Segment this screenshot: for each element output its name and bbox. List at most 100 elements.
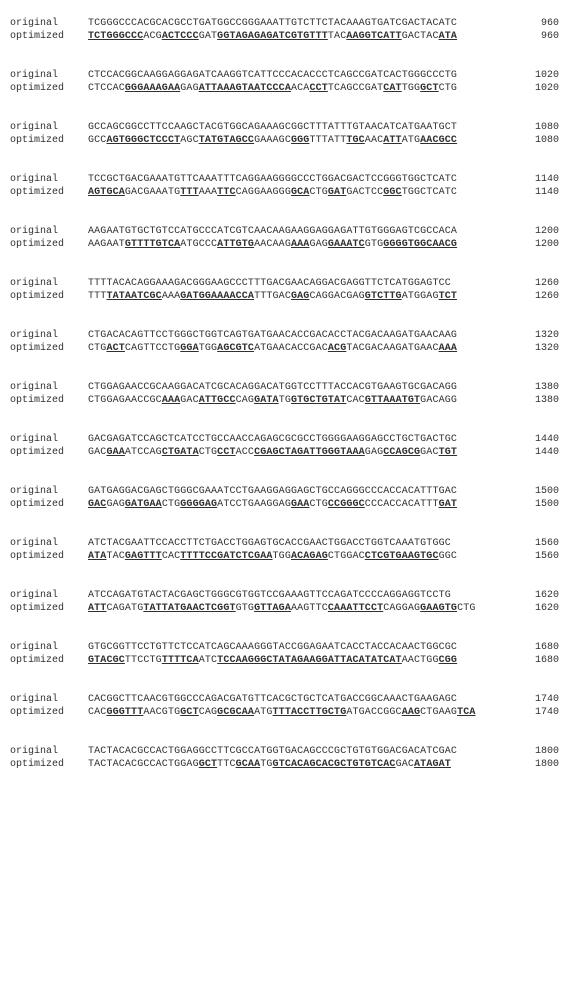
optimized-sequence: CACGGGTTTAACGTGGCTCAGGCGCAAATGTTTACCTTGC… — [88, 707, 478, 718]
diff-segment: CGG — [439, 655, 457, 666]
sequence-block: originalTACTACACGCCACTGGAGGCCTTCGCCATGGT… — [10, 746, 559, 770]
diff-segment: AGTGGGCTCCCT — [106, 135, 180, 146]
row-label-original: original — [10, 382, 88, 393]
same-segment: ATGAACACCGAC — [254, 343, 328, 354]
diff-segment: GCT — [199, 759, 217, 770]
row-label-original: original — [10, 486, 88, 497]
original-sequence: TCGGGCCCACGCACGCCTGATGGCCGGGAAATTGTCTTCT… — [88, 18, 478, 29]
diff-segment: CTCGTGAAGTGC — [365, 551, 439, 562]
same-segment: ATC — [199, 655, 217, 666]
optimized-sequence: GACGAGGATGAACTGGGGGAGATCCTGAAGGAGGAACTGC… — [88, 499, 478, 510]
same-segment: GACTAC — [402, 31, 439, 42]
row-label-optimized: optimized — [10, 655, 88, 666]
diff-segment: AAG — [402, 707, 420, 718]
diff-segment: ATTGCC — [199, 395, 236, 406]
same-segment: CAC — [346, 395, 364, 406]
diff-segment: TTTTCCGATCTCGAA — [180, 551, 272, 562]
position-number: 1380 — [478, 382, 559, 393]
original-row: originalAAGAATGTGCTGTCCATGCCCATCGTCAACAA… — [10, 226, 559, 237]
optimized-sequence: GACGAAATCCAGCTGATACTGCCTACCCGAGCTAGATTGG… — [88, 447, 478, 458]
position-number: 1200 — [478, 239, 559, 250]
same-segment: ATG — [402, 135, 420, 146]
row-label-optimized: optimized — [10, 31, 88, 42]
same-segment: TAC — [328, 31, 346, 42]
position-number: 1560 — [478, 538, 559, 549]
same-segment: GTG — [236, 603, 254, 614]
position-number: 1740 — [478, 694, 559, 705]
diff-segment: GAGTTT — [125, 551, 162, 562]
diff-segment: AGTGCA — [88, 187, 125, 198]
diff-segment: TGT — [439, 447, 457, 458]
same-segment: GACTCC — [346, 187, 383, 198]
diff-segment: GAAATC — [328, 239, 365, 250]
position-number: 1020 — [478, 70, 559, 81]
original-sequence: ATCTACGAATTCCACCTTCTGACCTGGAGTGCACCGAACT… — [88, 538, 478, 549]
diff-segment: CAAATTCCT — [328, 603, 383, 614]
optimized-sequence: ATATACGAGTTTCACTTTTCCGATCTCGAATGGACAGAGC… — [88, 551, 478, 562]
row-label-original: original — [10, 226, 88, 237]
diff-segment: CCAGCG — [383, 447, 420, 458]
same-segment: CAGGAG — [383, 603, 420, 614]
same-segment: CTGAAG — [420, 707, 457, 718]
same-segment: TACGACAAGATGAAC — [346, 343, 438, 354]
diff-segment: GAT — [439, 499, 457, 510]
position-number: 1380 — [478, 395, 559, 406]
diff-segment: AAA — [291, 239, 309, 250]
same-segment: CAGGAAGGG — [236, 187, 291, 198]
same-segment: GAG — [106, 499, 124, 510]
same-segment: CTGGAGAACCGC — [88, 395, 162, 406]
same-segment: AAA — [199, 187, 217, 198]
diff-segment: TATTATGAACTCGGT — [143, 603, 235, 614]
diff-segment: GGGAAAGAA — [125, 83, 180, 94]
diff-segment: GAG — [291, 291, 309, 302]
optimized-sequence: GTACGCTTCCTGTTTTCAATCTCCAAGGGCTATAGAAGGA… — [88, 655, 478, 666]
diff-segment: GGG — [291, 135, 309, 146]
diff-segment: CCT — [309, 83, 327, 94]
original-row: originalCTGACACAGTTCCTGGGCTGGTCAGTGATGAA… — [10, 330, 559, 341]
diff-segment: GAA — [106, 447, 124, 458]
same-segment: TTT — [88, 291, 106, 302]
optimized-sequence: CTCCACGGGAAAGAAGAGATTAAAGTAATCCCAACACCTT… — [88, 83, 478, 94]
diff-segment: TCT — [439, 291, 457, 302]
diff-segment: CCGGGC — [328, 499, 365, 510]
original-row: originalTACTACACGCCACTGGAGGCCTTCGCCATGGT… — [10, 746, 559, 757]
sequence-block: originalGACGAGATCCAGCTCATCCTGCCAACCAGAGC… — [10, 434, 559, 458]
same-segment: CTG — [457, 603, 475, 614]
same-segment: ACC — [236, 447, 254, 458]
diff-segment: GTTAAATGT — [365, 395, 420, 406]
optimized-sequence: AAGAATGTTTTGTCAATGCCCATTGTGAACAAGAAAGAGG… — [88, 239, 478, 250]
diff-segment: GAT — [328, 187, 346, 198]
same-segment: GAG — [180, 83, 198, 94]
diff-segment: TATAATCGC — [106, 291, 161, 302]
same-segment: CAC — [162, 551, 180, 562]
diff-segment: TATGTAGCC — [199, 135, 254, 146]
original-row: originalGATGAGGACGAGCTGGGCGAAATCCTGAAGGA… — [10, 486, 559, 497]
position-number: 1440 — [478, 434, 559, 445]
row-label-optimized: optimized — [10, 499, 88, 510]
position-number: 1320 — [478, 343, 559, 354]
same-segment: GACAGG — [420, 395, 457, 406]
original-sequence: AAGAATGTGCTGTCCATGCCCATCGTCAACAAGAAGGAGG… — [88, 226, 478, 237]
diff-segment: GGGGTGGCAACG — [383, 239, 457, 250]
diff-segment: GTCACAGCACGCTGTGTCAC — [273, 759, 396, 770]
row-label-optimized: optimized — [10, 603, 88, 614]
optimized-row: optimizedCTGACTCAGTTCCTGGGATGGAGCGTCATGA… — [10, 343, 559, 354]
row-label-optimized: optimized — [10, 83, 88, 94]
diff-segment: GGTAGAGAGATCGTGTTT — [217, 31, 328, 42]
optimized-sequence: AGTGCAGACGAAATGTTTAAATTCCAGGAAGGGGCACTGG… — [88, 187, 478, 198]
position-number: 1620 — [478, 603, 559, 614]
row-label-original: original — [10, 18, 88, 29]
diff-segment: TTTACCTTGCTG — [273, 707, 347, 718]
same-segment: CTCCAC — [88, 83, 125, 94]
same-segment: AGC — [180, 135, 198, 146]
diff-segment: TCCAAGGGCTATAGAAGGATTACATATCAT — [217, 655, 402, 666]
same-segment: TGG — [199, 343, 217, 354]
same-segment: CAG — [236, 395, 254, 406]
optimized-row: optimizedAAGAATGTTTTGTCAATGCCCATTGTGAACA… — [10, 239, 559, 250]
optimized-sequence: GCCAGTGGGCTCCCTAGCTATGTAGCCGAAAGCGGGTTTA… — [88, 135, 478, 146]
diff-segment: GCA — [291, 187, 309, 198]
sequence-block: originalTCCGCTGACGAAATGTTCAAATTTCAGGAAGG… — [10, 174, 559, 198]
diff-segment: CGAGCTAGATTGGGTAAA — [254, 447, 365, 458]
same-segment: AAGTTC — [291, 603, 328, 614]
same-segment: GGC — [439, 551, 457, 562]
